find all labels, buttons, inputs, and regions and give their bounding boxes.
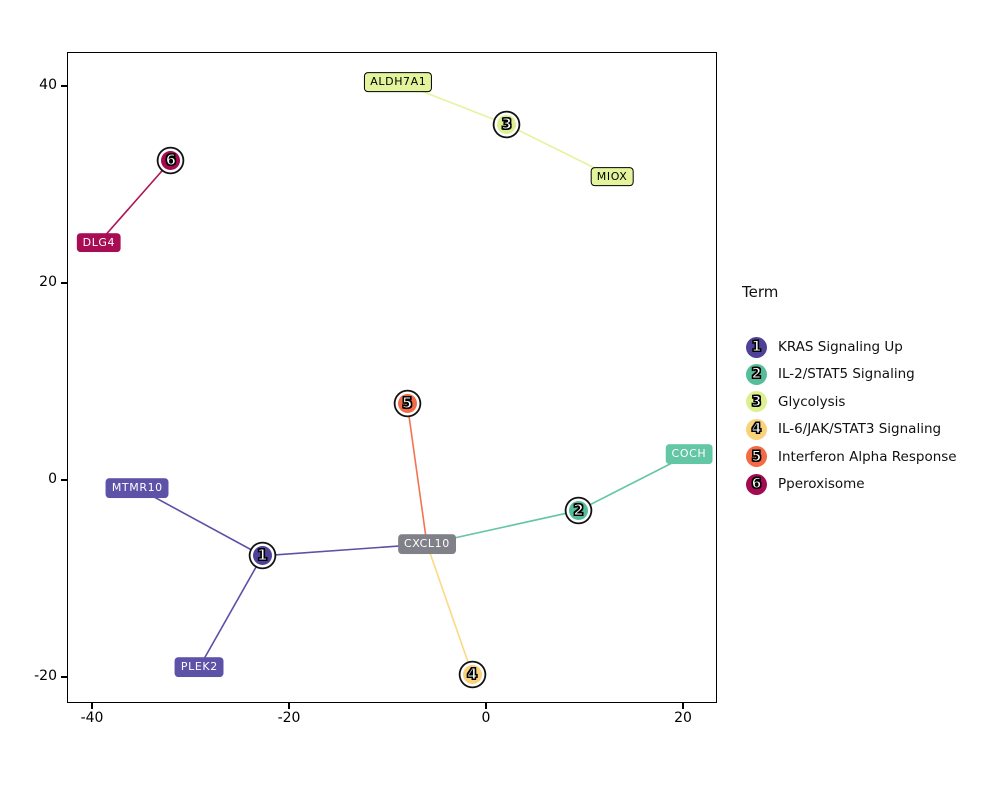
term-node-number: 5 xyxy=(401,393,413,412)
y-axis-tick-label: 0 xyxy=(48,471,57,487)
legend-item-1: 1 KRAS Signaling Up xyxy=(746,336,903,358)
x-axis-tick-label: -20 xyxy=(277,710,301,726)
x-axis-tick-label: -40 xyxy=(80,710,104,726)
x-axis-tick-mark xyxy=(288,703,290,709)
x-axis-tick-label: 0 xyxy=(481,710,491,726)
legend-key-circle: 6 xyxy=(746,473,767,495)
legend-item-label: Pperoxisome xyxy=(778,476,865,492)
gene-label-plek2: PLEK2 xyxy=(174,657,224,678)
legend-key-circle: 4 xyxy=(746,418,767,440)
gene-label-aldh7a1: ALDH7A1 xyxy=(364,72,433,92)
legend-item-label: Glycolysis xyxy=(778,393,846,410)
legend-key-circle: 2 xyxy=(746,363,767,385)
legend-item-6: 6 Pperoxisome xyxy=(746,473,865,495)
x-axis-tick-mark xyxy=(91,703,93,709)
term-node-number: 1 xyxy=(257,546,269,565)
y-axis-tick-mark xyxy=(61,85,67,87)
term-node-6: 6 xyxy=(161,151,181,171)
y-axis-tick-mark xyxy=(61,676,67,678)
legend-item-4: 4 IL-6/JAK/STAT3 Signaling xyxy=(746,418,941,440)
x-axis-tick-mark xyxy=(682,703,684,709)
term-node-2: 2 xyxy=(569,501,589,521)
legend-key-number: 1 xyxy=(751,339,762,355)
gene-label-cxcl10: CXCL10 xyxy=(397,534,456,554)
legend-item-5: 5 Interferon Alpha Response xyxy=(746,446,957,468)
term-node-1: 1 xyxy=(252,546,272,566)
y-axis-tick-mark xyxy=(61,479,67,481)
term-node-3: 3 xyxy=(497,114,517,134)
gene-label-mtmr10: MTMR10 xyxy=(105,478,169,498)
y-axis-tick-label: 20 xyxy=(39,274,57,290)
term-node-number: 2 xyxy=(573,501,585,520)
term-node-4: 4 xyxy=(462,664,482,684)
plot-panel xyxy=(67,52,717,703)
legend-key-number: 5 xyxy=(751,448,762,465)
legend-key-circle: 1 xyxy=(746,336,767,358)
term-node-number: 3 xyxy=(501,114,513,133)
gene-label-miox: MIOX xyxy=(590,166,634,187)
legend-key-number: 6 xyxy=(751,476,762,492)
legend-key-number: 4 xyxy=(751,421,762,438)
legend-key-number: 3 xyxy=(751,393,762,410)
term-node-number: 6 xyxy=(165,151,177,170)
gene-label-coch: COCH xyxy=(665,444,713,465)
y-axis-tick-label: 40 xyxy=(39,77,57,93)
legend-item-2: 2 IL-2/STAT5 Signaling xyxy=(746,363,915,385)
x-axis-tick-label: 20 xyxy=(674,710,692,726)
legend-item-label: Interferon Alpha Response xyxy=(778,448,957,465)
legend-item-label: IL-2/STAT5 Signaling xyxy=(778,366,915,383)
legend-item-label: KRAS Signaling Up xyxy=(778,339,903,355)
term-node-5: 5 xyxy=(397,393,417,413)
legend-item-3: 3 Glycolysis xyxy=(746,391,845,413)
legend-title: Term xyxy=(742,283,779,301)
legend-key-circle: 5 xyxy=(746,446,767,468)
term-node-number: 4 xyxy=(466,664,478,683)
y-axis-tick-mark xyxy=(61,282,67,284)
x-axis-tick-mark xyxy=(485,703,487,709)
gene-label-dlg4: DLG4 xyxy=(76,232,122,253)
legend-key-circle: 3 xyxy=(746,391,767,413)
legend-item-label: IL-6/JAK/STAT3 Signaling xyxy=(778,421,942,438)
legend: Term 1 KRAS Signaling Up 2 IL-2/STAT5 Signa… xyxy=(742,283,957,495)
legend-key-number: 2 xyxy=(751,366,762,383)
y-axis-tick-label: -20 xyxy=(34,668,57,684)
